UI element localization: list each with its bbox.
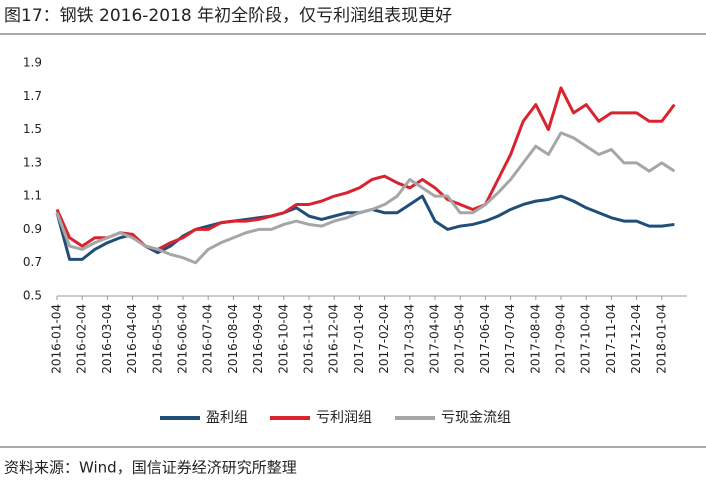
series-line (55, 131, 676, 265)
y-tick-label: 1.7 (23, 89, 42, 103)
x-tick-label: 2016-08-04 (226, 304, 240, 374)
y-tick-label: 1.3 (23, 155, 42, 169)
x-tick-label: 2016-12-04 (327, 304, 341, 374)
source: 资料来源：Wind，国信证券经济研究所整理 (4, 459, 297, 477)
y-tick-label: 1.1 (23, 189, 42, 203)
y-tick-label: 0.9 (23, 222, 42, 236)
x-tick-label: 2017-03-04 (402, 304, 416, 374)
y-tick-label: 0.5 (23, 289, 42, 303)
series-line (55, 86, 676, 251)
legend-label: 亏现金流组 (441, 410, 511, 426)
x-tick-label: 2016-02-04 (75, 304, 89, 374)
x-tick-label: 2017-01-04 (352, 304, 366, 374)
legend-label: 亏利润组 (316, 410, 372, 426)
x-tick-label: 2016-09-04 (251, 304, 265, 374)
x-tick-label: 2016-11-04 (302, 304, 316, 374)
x-tick-label: 2017-12-04 (629, 304, 643, 374)
x-tick-label: 2016-03-04 (100, 304, 114, 374)
x-tick-label: 2016-01-04 (50, 304, 64, 374)
x-tick-label: 2017-02-04 (377, 304, 391, 374)
x-tick-label: 2018-01-04 (654, 304, 668, 374)
x-tick-label: 2017-08-04 (528, 304, 542, 374)
x-tick-label: 2017-09-04 (554, 304, 568, 374)
x-tick-label: 2017-05-04 (453, 304, 467, 374)
y-tick-label: 0.7 (23, 255, 42, 269)
y-tick-label: 1.5 (23, 122, 42, 136)
x-tick-label: 2017-04-04 (428, 304, 442, 374)
series-line (55, 194, 675, 261)
x-tick-label: 2016-07-04 (201, 304, 215, 374)
y-tick-label: 1.9 (23, 56, 42, 70)
x-tick-label: 2017-07-04 (503, 304, 517, 374)
x-tick-label: 2016-10-04 (276, 304, 290, 374)
x-tick-label: 2017-06-04 (478, 304, 492, 374)
chart-title: 图17：钢铁 2016-2018 年初全阶段，仅亏利润组表现更好 (4, 6, 452, 26)
x-tick-label: 2016-05-04 (150, 304, 164, 374)
x-tick-label: 2016-04-04 (125, 304, 139, 374)
x-tick-label: 2017-10-04 (579, 304, 593, 374)
legend-label: 盈利组 (206, 410, 248, 426)
x-tick-label: 2017-11-04 (604, 304, 618, 374)
x-tick-label: 2016-06-04 (176, 304, 190, 374)
